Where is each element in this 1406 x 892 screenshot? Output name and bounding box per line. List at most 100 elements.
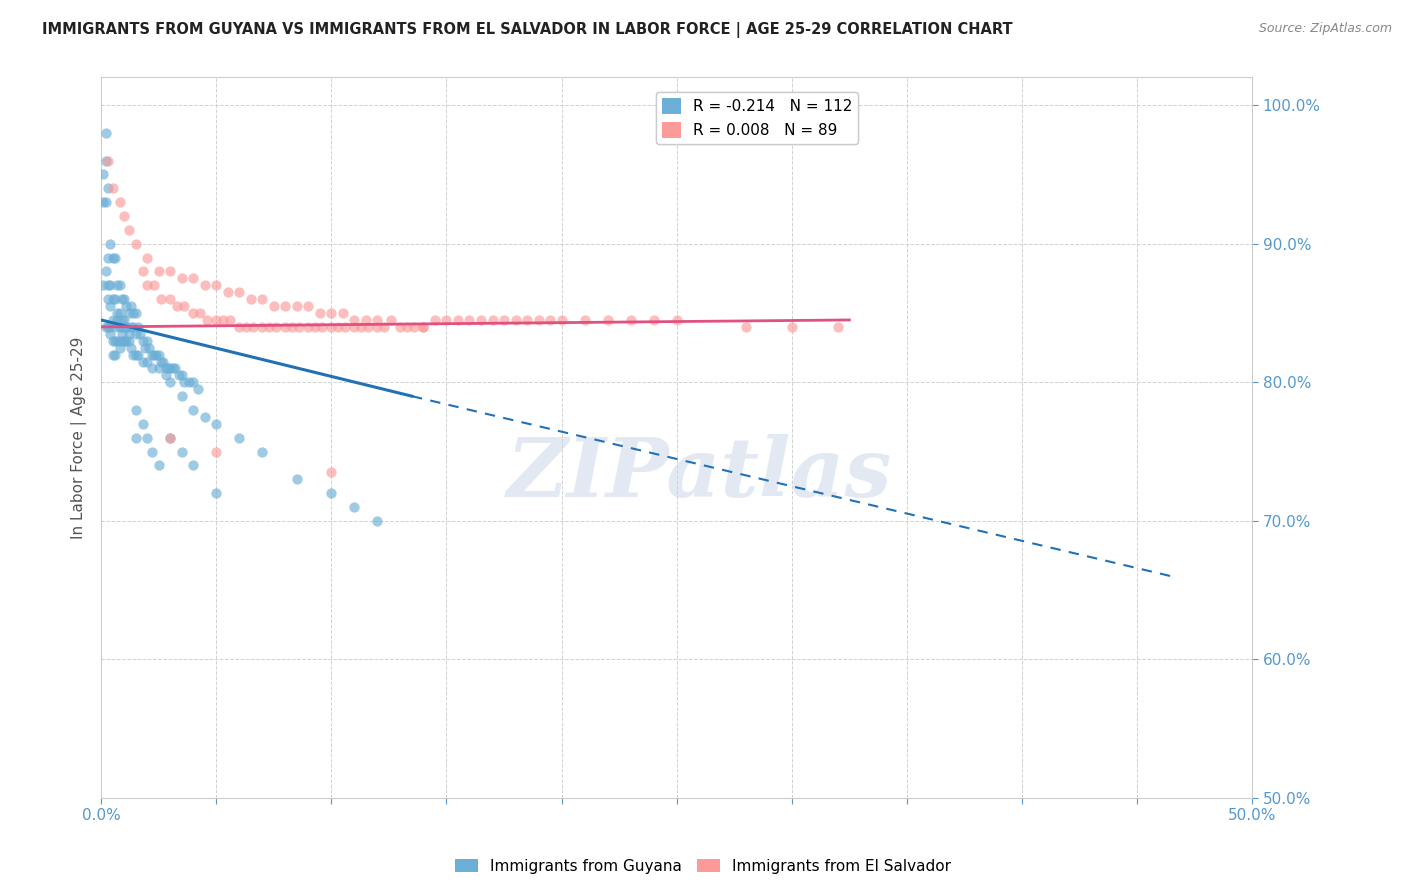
Point: [138, 341, 160, 355]
Point: [108, 319, 131, 334]
Point: [148, 348, 170, 362]
Point: [827, 319, 849, 334]
Point: [228, 431, 250, 445]
Point: [343, 500, 366, 514]
Point: [205, 278, 228, 293]
Point: [112, 209, 135, 223]
Point: [481, 313, 503, 327]
Point: [94, 195, 117, 210]
Point: [118, 334, 141, 348]
Point: [321, 486, 343, 500]
Point: [111, 326, 134, 341]
Point: [104, 348, 127, 362]
Point: [124, 236, 146, 251]
Point: [228, 285, 250, 300]
Point: [194, 409, 217, 424]
Point: [98, 326, 121, 341]
Point: [101, 181, 124, 195]
Point: [104, 251, 127, 265]
Point: [470, 313, 492, 327]
Point: [115, 299, 138, 313]
Point: [159, 292, 181, 306]
Point: [643, 313, 665, 327]
Point: [219, 313, 242, 327]
Point: [159, 361, 181, 376]
Point: [205, 444, 228, 458]
Point: [181, 306, 204, 320]
Point: [217, 285, 239, 300]
Point: [124, 326, 146, 341]
Point: [136, 251, 159, 265]
Point: [550, 313, 572, 327]
Point: [505, 313, 527, 327]
Point: [516, 313, 538, 327]
Point: [328, 319, 350, 334]
Point: [257, 319, 280, 334]
Point: [131, 264, 153, 278]
Text: ZIPatlas: ZIPatlas: [508, 434, 893, 514]
Point: [150, 292, 173, 306]
Point: [181, 458, 204, 473]
Point: [112, 292, 135, 306]
Point: [150, 354, 173, 368]
Point: [112, 313, 135, 327]
Point: [112, 334, 135, 348]
Point: [181, 403, 204, 417]
Point: [101, 334, 124, 348]
Point: [93, 278, 115, 293]
Point: [734, 319, 756, 334]
Point: [181, 271, 204, 285]
Point: [127, 319, 149, 334]
Point: [436, 313, 458, 327]
Point: [101, 313, 124, 327]
Point: [574, 313, 596, 327]
Point: [148, 458, 170, 473]
Point: [111, 292, 134, 306]
Point: [136, 354, 159, 368]
Point: [492, 313, 515, 327]
Point: [620, 313, 643, 327]
Point: [122, 348, 145, 362]
Point: [134, 341, 156, 355]
Point: [118, 306, 141, 320]
Point: [143, 278, 166, 293]
Point: [112, 334, 135, 348]
Point: [131, 417, 153, 431]
Text: IMMIGRANTS FROM GUYANA VS IMMIGRANTS FROM EL SALVADOR IN LABOR FORCE | AGE 25-29: IMMIGRANTS FROM GUYANA VS IMMIGRANTS FRO…: [42, 22, 1012, 38]
Point: [104, 319, 127, 334]
Point: [177, 376, 200, 390]
Point: [264, 319, 287, 334]
Point: [97, 181, 120, 195]
Point: [404, 319, 426, 334]
Point: [159, 431, 181, 445]
Point: [538, 313, 561, 327]
Point: [145, 348, 167, 362]
Point: [458, 313, 481, 327]
Point: [141, 444, 163, 458]
Point: [252, 444, 274, 458]
Point: [596, 313, 619, 327]
Text: Source: ZipAtlas.com: Source: ZipAtlas.com: [1258, 22, 1392, 36]
Point: [311, 319, 333, 334]
Point: [152, 354, 174, 368]
Point: [159, 431, 181, 445]
Point: [118, 326, 141, 341]
Point: [389, 319, 412, 334]
Point: [665, 313, 688, 327]
Point: [274, 319, 297, 334]
Point: [111, 319, 134, 334]
Point: [412, 319, 434, 334]
Point: [105, 334, 128, 348]
Point: [252, 292, 274, 306]
Point: [94, 319, 117, 334]
Point: [162, 361, 184, 376]
Legend: Immigrants from Guyana, Immigrants from El Salvador: Immigrants from Guyana, Immigrants from …: [449, 853, 957, 880]
Point: [136, 278, 159, 293]
Point: [136, 431, 159, 445]
Legend: R = -0.214   N = 112, R = 0.008   N = 89: R = -0.214 N = 112, R = 0.008 N = 89: [657, 92, 859, 145]
Point: [94, 153, 117, 168]
Point: [321, 306, 343, 320]
Point: [205, 313, 228, 327]
Point: [120, 299, 142, 313]
Point: [288, 319, 311, 334]
